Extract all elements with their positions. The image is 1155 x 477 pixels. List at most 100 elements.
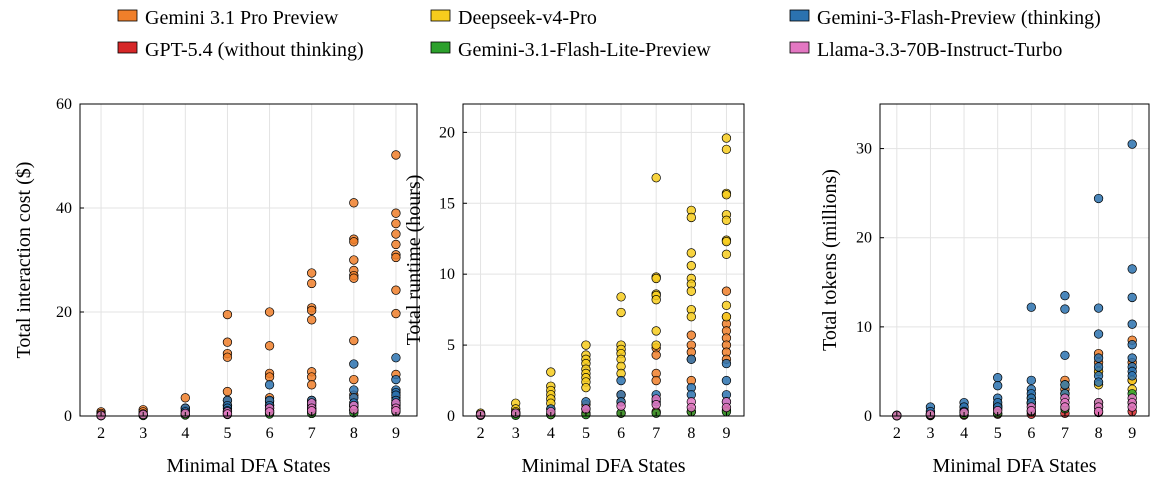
data-point [1026,302,1036,312]
legend-item-gpt-5-4-without-thinking: GPT-5.4 (without thinking) [117,39,364,61]
x-tick-label: 9 [722,425,730,442]
data-point [264,307,275,317]
x-tick-label: 2 [893,425,901,442]
data-point [721,286,732,296]
x-tick-label: 4 [547,425,555,442]
data-point [391,285,401,295]
data-point [1060,350,1070,361]
data-point [1127,371,1137,381]
data-point [1093,377,1104,387]
legend-swatch [117,41,138,54]
x-tick-label: 4 [181,425,189,442]
data-point [264,372,275,382]
data-point [721,312,732,322]
data-point [391,150,401,160]
x-tick-label: 7 [308,425,316,442]
data-point [391,218,401,229]
legend-item-deepseek-v4-pro: Deepseek-v4-Pro [430,7,597,29]
legend-item-gemini-3-1-pro-preview: Gemini 3.1 Pro Preview [117,7,339,29]
y-axis: 0 5 10 15 20 [439,124,467,425]
x-tick-label: 8 [350,425,358,442]
data-point [391,208,401,218]
y-tick-label: 40 [56,200,72,217]
data-point [391,229,401,239]
series-deepseek-v4-pro [475,133,732,418]
x-tick-label: 3 [139,425,147,442]
x-tick-label: 4 [960,425,968,442]
grid [880,104,1149,417]
y-tick-label: 60 [56,96,72,113]
legend-label: Gemini-3-Flash-Preview (thinking) [817,7,1101,29]
data-point [686,354,696,364]
legend-label: Gemini-3.1-Flash-Lite-Preview [458,39,711,61]
x-tick-label: 7 [652,425,660,442]
data-point [1127,264,1137,274]
data-point [546,367,556,377]
data-point [1060,304,1070,314]
data-point [651,400,661,410]
data-point [721,144,732,155]
legend-label: Gemini 3.1 Pro Preview [145,7,339,29]
data-point [721,215,732,225]
data-point [616,401,626,411]
y-axis-label: Total runtime (hours) [403,175,425,346]
data-points [892,139,1137,421]
data-point [721,375,732,386]
data-point [686,312,696,322]
data-point [349,359,359,369]
data-point [307,380,317,390]
data-point [686,330,696,340]
data-point [721,249,732,259]
data-point [1127,319,1137,329]
x-tick-label: 6 [617,425,625,442]
y-tick-label: 10 [856,319,872,336]
data-point [349,255,359,265]
data-points [96,150,401,421]
data-point [651,273,661,284]
data-point [993,373,1003,383]
x-tick-label: 7 [1061,425,1069,442]
x-tick-label: 6 [266,425,274,442]
data-point [1127,292,1137,303]
data-point [616,307,626,318]
legend-swatch [789,9,810,22]
data-point [264,341,275,351]
x-tick-label: 2 [477,425,485,442]
data-point [349,273,359,283]
y-tick-label: 15 [439,195,455,212]
data-point [222,352,233,362]
data-point [721,236,732,247]
x-tick-label: 3 [926,425,934,442]
legend-label: GPT-5.4 (without thinking) [145,39,364,61]
grid [463,104,744,417]
data-point [1093,303,1104,313]
data-point [581,404,591,414]
data-point [686,286,696,296]
x-tick-label: 5 [223,425,231,442]
data-point [1127,139,1137,149]
data-point [180,393,190,403]
data-point [651,375,661,386]
data-point [721,300,732,311]
y-tick-label: 5 [447,337,455,354]
data-point [391,353,401,363]
legend-swatch [430,41,451,54]
data-point [1127,353,1137,363]
x-tick-label: 9 [392,425,400,442]
data-points [475,133,732,420]
y-tick-label: 0 [64,408,72,425]
data-point [349,374,359,385]
plot-frame [879,103,1150,417]
data-point [721,402,732,413]
y-tick-label: 20 [856,230,872,247]
data-point [391,308,401,319]
y-axis: 0 20 40 60 [56,96,84,425]
y-tick-label: 10 [439,266,455,283]
data-point [1060,380,1070,390]
data-point [307,305,317,316]
data-point [349,237,359,247]
data-point [1093,329,1104,339]
y-tick-label: 20 [56,304,72,321]
data-point [307,278,317,289]
